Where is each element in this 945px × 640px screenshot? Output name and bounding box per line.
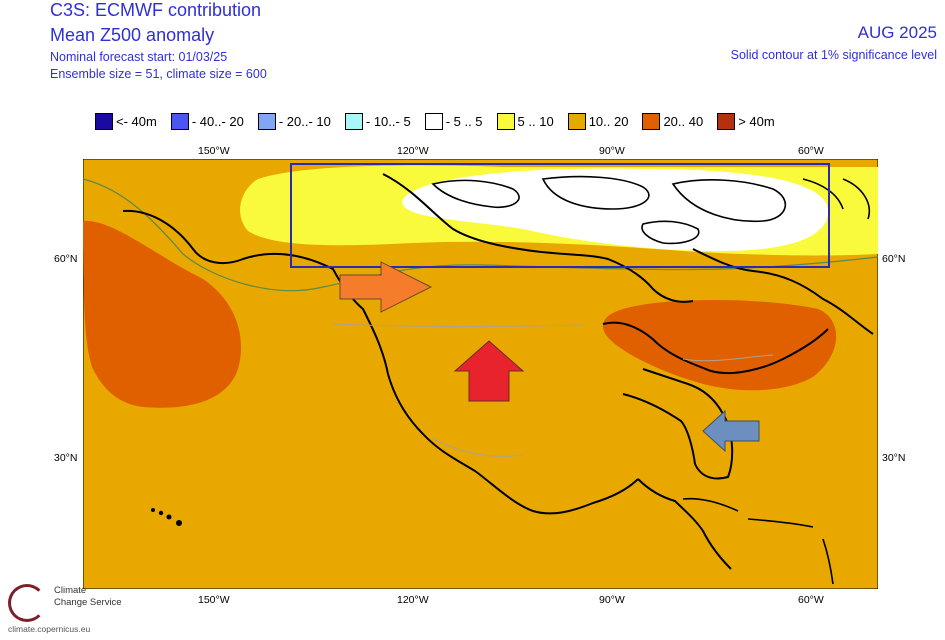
legend-item: 10.. 20 (567, 112, 629, 130)
legend-label: - 5 .. 5 (445, 113, 483, 129)
legend-swatch (95, 112, 113, 130)
legend-item: 20.. 40 (642, 112, 704, 130)
ensemble-info: Ensemble size = 51, climate size = 600 (50, 67, 267, 81)
legend-swatch (567, 112, 586, 130)
title-line2: Mean Z500 anomaly (50, 25, 215, 45)
arrow-orange (339, 261, 433, 313)
legend-item: - 20..- 10 (257, 112, 331, 130)
legend-swatch (424, 112, 443, 130)
forecast-month: AUG 2025 (857, 23, 937, 42)
legend-item: - 5 .. 5 (424, 112, 483, 130)
islands-arctic (431, 175, 870, 245)
lon-tick-top: 60°W (798, 145, 824, 157)
forecast-start: Nominal forecast start: 01/03/25 (50, 50, 228, 64)
lon-tick-top: 120°W (397, 145, 429, 157)
lat-tick-left: 60°N (54, 253, 78, 265)
lon-tick-top: 150°W (198, 145, 230, 157)
legend-label: 20.. 40 (663, 113, 704, 129)
hawaii-islands (151, 508, 182, 526)
legend-label: - 40..- 20 (191, 113, 244, 129)
legend-label: - 20..- 10 (278, 113, 331, 129)
legend-label: <- 40m (116, 113, 157, 129)
legend-swatch (642, 112, 661, 130)
legend-swatch (496, 112, 515, 130)
legend-item: - 40..- 20 (170, 112, 244, 130)
anomaly-map (83, 159, 878, 589)
legend-item: <- 40m (95, 112, 157, 130)
lon-tick-bottom: 120°W (397, 594, 429, 606)
lon-tick-bottom: 150°W (198, 594, 230, 606)
copernicus-logo: Climate Change Service climate.copernicu… (8, 582, 208, 638)
legend-item: - 10..- 5 (344, 112, 411, 130)
lon-tick-top: 90°W (599, 145, 625, 157)
legend-item: > 40m (717, 112, 775, 130)
arrow-red (453, 340, 525, 402)
anomaly-region-20-40-pacific (83, 220, 242, 408)
anomaly-region-near-zero (402, 168, 829, 251)
logo-url: climate.copernicus.eu (8, 624, 91, 634)
lat-tick-left: 30°N (54, 452, 78, 464)
logo-text-line1: Climate (54, 585, 87, 596)
lon-tick-bottom: 60°W (798, 594, 824, 606)
color-legend: <- 40m - 40..- 20 - 20..- 10 - 10..- 5 -… (95, 110, 789, 132)
analysis-box (290, 163, 830, 268)
legend-label: 10.. 20 (588, 113, 629, 129)
lon-tick-bottom: 90°W (599, 594, 625, 606)
legend-item: 5 .. 10 (496, 112, 554, 130)
legend-label: 5 .. 10 (517, 113, 554, 129)
title-line1: C3S: ECMWF contribution (50, 0, 262, 20)
lat-tick-right: 60°N (882, 253, 906, 265)
logo-emblem (8, 584, 46, 622)
legend-label: > 40m (738, 113, 775, 129)
legend-swatch (257, 112, 276, 130)
lat-tick-right: 30°N (882, 452, 906, 464)
anomaly-region-20-40-east (603, 300, 837, 391)
logo-text-line2: Change Service (54, 597, 122, 608)
legend-swatch (344, 112, 363, 130)
arrow-blue (702, 409, 760, 453)
coastlines (122, 173, 874, 570)
caribbean (682, 497, 834, 585)
significance-note: Solid contour at 1% significance level (730, 48, 937, 62)
legend-label: - 10..- 5 (365, 113, 411, 129)
legend-swatch (717, 112, 736, 130)
borders (332, 323, 774, 457)
legend-swatch (170, 112, 189, 130)
